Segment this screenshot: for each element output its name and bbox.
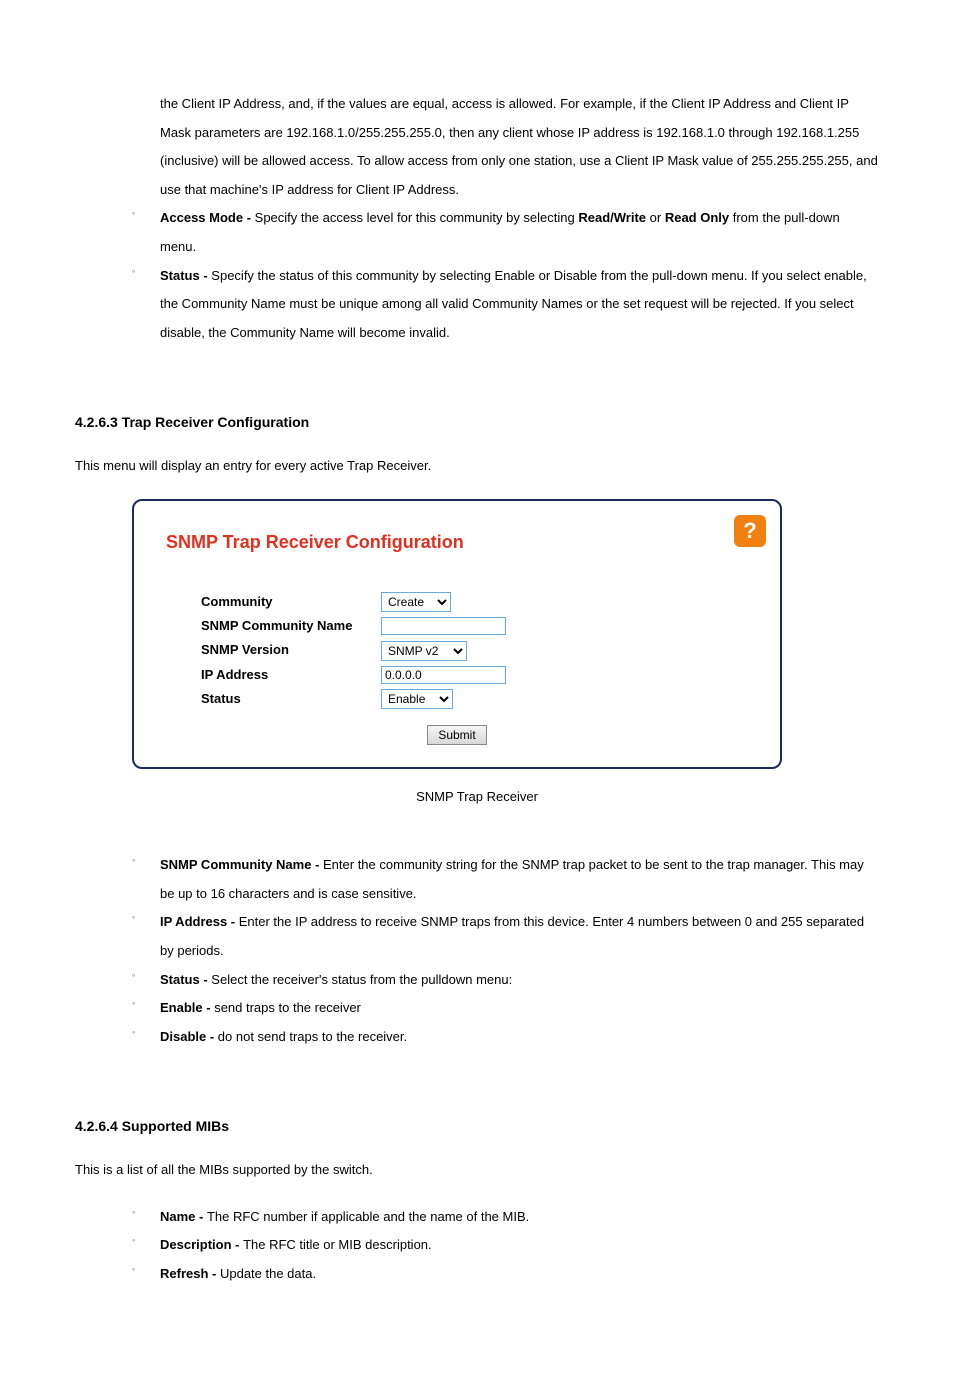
trap-b5-text: do not send traps to the receiver. <box>218 1029 407 1044</box>
trap-b2-label: IP Address - <box>160 914 239 929</box>
status-item: Status - Specify the status of this comm… <box>75 262 879 348</box>
mib-bullet-3: Refresh - Update the data. <box>75 1260 879 1289</box>
mib-bullet-1: Name - The RFC number if applicable and … <box>75 1203 879 1232</box>
trap-b5-label: Disable - <box>160 1029 218 1044</box>
mib-b1-text: The RFC number if applicable and the nam… <box>207 1209 529 1224</box>
label-version: SNMP Version <box>166 641 381 659</box>
mib-b3-label: Refresh - <box>160 1266 220 1281</box>
access-mode-mid: or <box>646 210 665 225</box>
access-mode-item: Access Mode - Specify the access level f… <box>75 204 879 261</box>
trap-b4-text: send traps to the receiver <box>214 1000 361 1015</box>
label-name: SNMP Community Name <box>166 617 381 635</box>
trap-bullet-4: Enable - send traps to the receiver <box>75 994 879 1023</box>
select-community[interactable]: Create <box>381 592 451 612</box>
mib-b2-label: Description - <box>160 1237 243 1252</box>
trap-b3-label: Status - <box>160 972 211 987</box>
mibs-intro: This is a list of all the MIBs supported… <box>75 1156 879 1185</box>
trap-bullet-3: Status - Select the receiver's status fr… <box>75 966 879 995</box>
screenshot-caption: SNMP Trap Receiver <box>75 783 879 812</box>
access-mode-opt2: Read Only <box>665 210 729 225</box>
row-ip: IP Address <box>166 666 748 684</box>
label-community: Community <box>166 593 381 611</box>
trap-bullet-5: Disable - do not send traps to the recei… <box>75 1023 879 1052</box>
input-ip[interactable] <box>381 666 506 684</box>
row-community: Community Create <box>166 592 748 612</box>
status-text: Specify the status of this community by … <box>160 268 867 340</box>
label-ip: IP Address <box>166 666 381 684</box>
trap-b4-label: Enable - <box>160 1000 214 1015</box>
ip-mask-continuation: the Client IP Address, and, if the value… <box>75 90 879 204</box>
select-status[interactable]: Enable <box>381 689 453 709</box>
trap-bullet-1: SNMP Community Name - Enter the communit… <box>75 851 879 908</box>
row-version: SNMP Version SNMP v2 <box>166 641 748 661</box>
mibs-heading: 4.2.6.4 Supported MIBs <box>75 1111 879 1142</box>
trap-receiver-screenshot: ? SNMP Trap Receiver Configuration Commu… <box>132 499 782 769</box>
help-icon[interactable]: ? <box>734 515 766 547</box>
row-name: SNMP Community Name <box>166 617 748 635</box>
label-status: Status <box>166 690 381 708</box>
select-version[interactable]: SNMP v2 <box>381 641 467 661</box>
access-mode-label: Access Mode - <box>160 210 255 225</box>
trap-receiver-heading: 4.2.6.3 Trap Receiver Configuration <box>75 407 879 438</box>
mib-b2-text: The RFC title or MIB description. <box>243 1237 432 1252</box>
mib-b1-label: Name - <box>160 1209 207 1224</box>
row-status: Status Enable <box>166 689 748 709</box>
screenshot-panel: ? SNMP Trap Receiver Configuration Commu… <box>132 499 782 769</box>
access-mode-text-a: Specify the access level for this commun… <box>255 210 579 225</box>
access-mode-opt1: Read/Write <box>578 210 646 225</box>
trap-b1-label: SNMP Community Name - <box>160 857 323 872</box>
mib-b3-text: Update the data. <box>220 1266 316 1281</box>
trap-receiver-intro: This menu will display an entry for ever… <box>75 452 879 481</box>
trap-b3-text: Select the receiver's status from the pu… <box>211 972 512 987</box>
submit-button[interactable]: Submit <box>427 725 486 745</box>
status-label: Status - <box>160 268 211 283</box>
trap-bullet-2: IP Address - Enter the IP address to rec… <box>75 908 879 965</box>
trap-b2-text: Enter the IP address to receive SNMP tra… <box>160 914 864 958</box>
input-community-name[interactable] <box>381 617 506 635</box>
mib-bullet-2: Description - The RFC title or MIB descr… <box>75 1231 879 1260</box>
screenshot-title: SNMP Trap Receiver Configuration <box>166 523 748 563</box>
